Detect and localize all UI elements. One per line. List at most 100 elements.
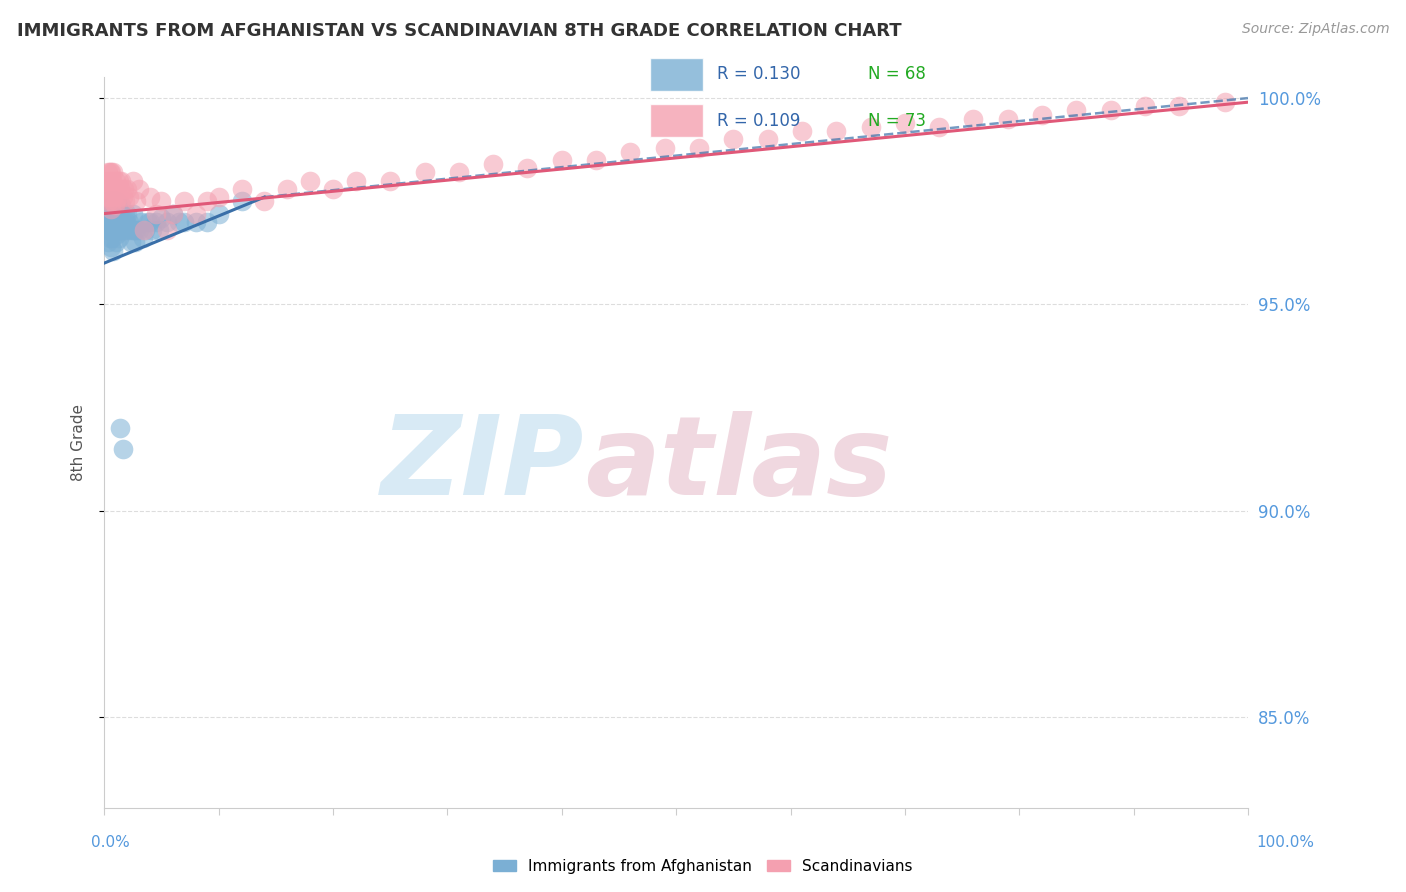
Point [125,194,148,209]
Point [195,194,218,209]
Point [756,132,779,146]
Point [894,116,917,130]
Point [299,173,322,187]
Point [97,219,120,233]
Point [114,206,136,220]
FancyBboxPatch shape [650,104,703,137]
Point [128,182,150,196]
Point [96,215,118,229]
Point [97,165,120,179]
Point [103,244,125,258]
Point [98,194,121,209]
Point [1133,99,1156,113]
Point [688,140,710,154]
Point [148,223,170,237]
Point [98,231,121,245]
Point [195,215,218,229]
Point [208,206,231,220]
Point [139,215,162,229]
Point [104,235,127,250]
Point [122,206,145,220]
Point [118,190,141,204]
Text: R = 0.130: R = 0.130 [717,65,800,83]
Point [928,120,950,134]
Point [173,194,195,209]
Point [344,173,367,187]
Point [103,190,125,204]
Point [322,182,344,196]
Point [103,194,125,209]
Text: atlas: atlas [585,411,891,518]
Point [97,173,120,187]
Point [111,190,134,204]
Point [128,223,150,237]
Point [104,194,127,209]
Legend: Immigrants from Afghanistan, Scandinavians: Immigrants from Afghanistan, Scandinavia… [486,853,920,880]
Text: 0.0%: 0.0% [91,836,131,850]
Point [110,219,132,233]
Text: R = 0.109: R = 0.109 [717,112,800,129]
Point [231,194,253,209]
Point [98,215,121,229]
Point [104,215,127,229]
Point [100,202,122,217]
Point [105,206,128,220]
Point [145,206,167,220]
Point [134,223,156,237]
Y-axis label: 8th Grade: 8th Grade [72,404,86,481]
Point [208,190,231,204]
Point [118,215,141,229]
Point [129,215,152,229]
Point [105,182,128,196]
Point [104,173,127,187]
Point [97,194,120,209]
Point [859,120,882,134]
Point [100,165,122,179]
Point [100,182,122,196]
Point [482,157,505,171]
Point [100,239,122,253]
Point [112,223,135,237]
Point [96,182,118,196]
Point [97,206,120,220]
Point [167,215,190,229]
Point [103,182,125,196]
Point [103,198,125,212]
Point [132,231,155,245]
Point [150,211,173,225]
Point [585,153,607,167]
Point [101,215,124,229]
Point [100,202,122,217]
Point [156,223,179,237]
Point [103,165,125,179]
Point [141,223,163,237]
Point [104,194,127,209]
Text: IMMIGRANTS FROM AFGHANISTAN VS SCANDINAVIAN 8TH GRADE CORRELATION CHART: IMMIGRANTS FROM AFGHANISTAN VS SCANDINAV… [17,22,901,40]
Point [96,223,118,237]
Point [97,223,120,237]
Point [103,206,125,220]
Point [276,182,298,196]
Point [516,161,538,176]
Point [253,194,276,209]
Point [115,215,138,229]
FancyBboxPatch shape [650,58,703,91]
Point [162,206,184,220]
Point [619,145,641,159]
Point [110,223,132,237]
Point [110,202,132,217]
Point [98,190,121,204]
Point [111,215,134,229]
Point [121,223,143,237]
Point [108,211,131,225]
Point [156,215,179,229]
Point [108,173,131,187]
Point [94,206,117,220]
Point [101,231,124,245]
Text: Source: ZipAtlas.com: Source: ZipAtlas.com [1241,22,1389,37]
Point [101,194,124,209]
Point [380,173,402,187]
Point [962,112,984,126]
Point [105,227,128,242]
Point [111,442,134,456]
